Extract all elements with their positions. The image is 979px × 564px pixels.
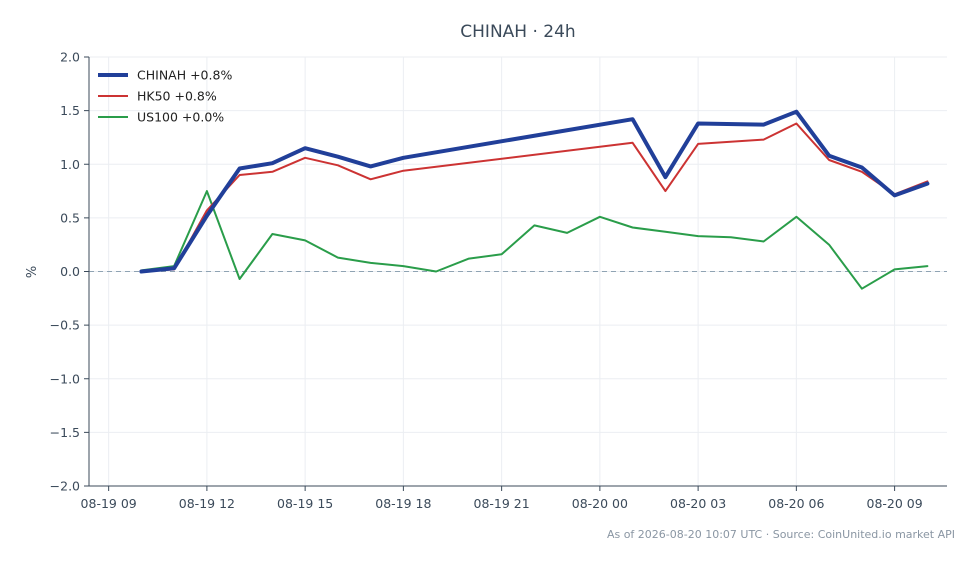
x-tick-label: 08-19 15 [277,496,333,511]
x-tick-label: 08-19 09 [81,496,137,511]
chart-title: CHINAH · 24h [460,22,575,42]
legend: CHINAH +0.8% HK50 +0.8% US100 +0.0% [98,68,232,125]
x-tick-label: 08-20 09 [867,496,923,511]
series-layer [139,109,930,290]
series-line-us100 [140,190,929,290]
y-axis-label: % [25,266,40,278]
legend-label-hk50: HK50 +0.8% [137,89,217,104]
y-tick-label: −0.5 [50,318,80,333]
x-tick-label: 08-20 00 [572,496,628,511]
y-tick-label: −2.0 [50,479,80,494]
y-ticks: 2.0 1.5 1.0 0.5 0.0 −0.5 −1.0 −1.5 −2.0 [50,50,89,494]
y-tick-label: 1.5 [60,103,80,118]
series-line-hk50 [140,122,929,273]
x-tick-label: 08-19 18 [375,496,431,511]
x-tick-label: 08-19 12 [179,496,235,511]
x-tick-label: 08-19 21 [474,496,530,511]
y-tick-label: 0.5 [60,210,80,225]
y-tick-label: 1.0 [60,157,80,172]
source-footnote: As of 2026-08-20 10:07 UTC · Source: Coi… [607,528,955,541]
y-tick-label: −1.0 [50,371,80,386]
series-line-chinah [139,109,930,274]
y-tick-label: 2.0 [60,50,80,65]
x-ticks: 08-19 09 08-19 12 08-19 15 08-19 18 08-19 21… [81,486,923,511]
y-tick-label: −1.5 [50,425,80,440]
legend-label-chinah: CHINAH +0.8% [137,68,232,83]
legend-label-us100: US100 +0.0% [137,110,224,125]
y-tick-label: 0.0 [60,264,80,279]
x-tick-label: 08-20 03 [670,496,726,511]
x-tick-label: 08-20 06 [768,496,824,511]
